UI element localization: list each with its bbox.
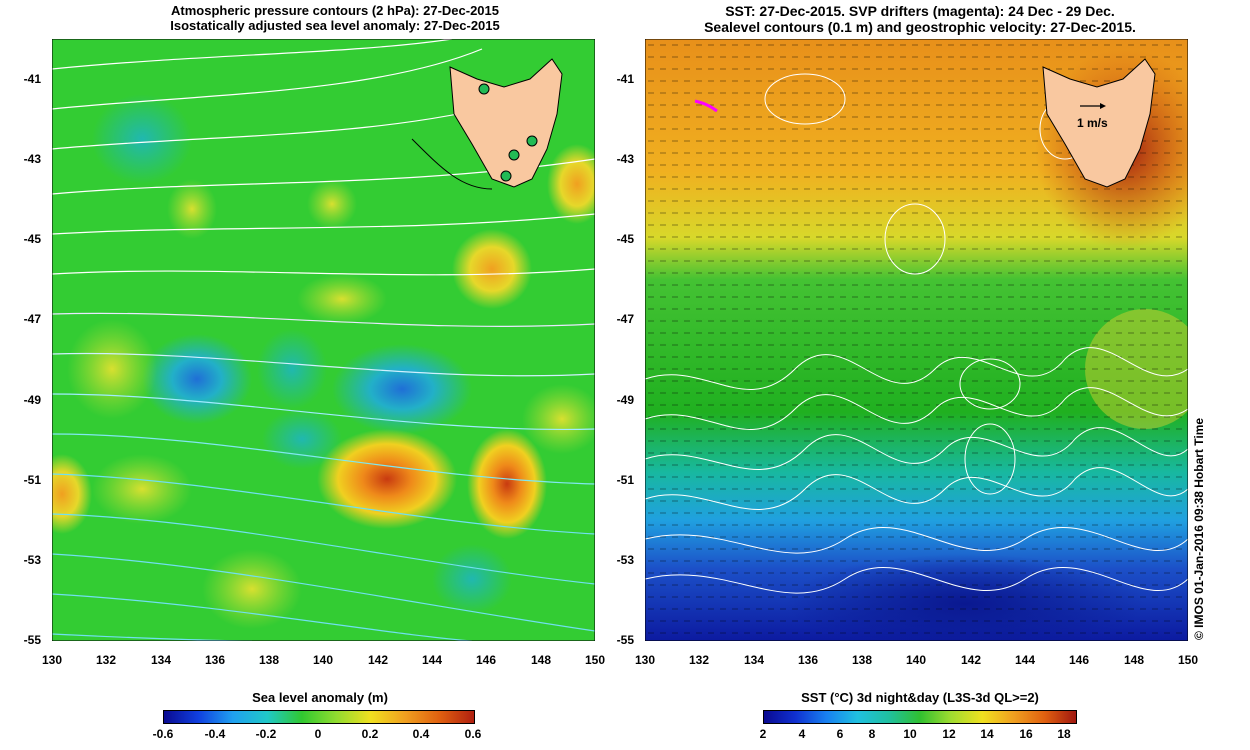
y-tick-label: -53 <box>23 553 41 567</box>
x-tick-label: 140 <box>905 653 927 667</box>
x-tick-label: 142 <box>367 653 389 667</box>
sla-colorbar <box>163 710 475 724</box>
x-tick-label: 136 <box>204 653 226 667</box>
colorbar-tick: 6 <box>836 727 844 741</box>
x-tick-label: 150 <box>1177 653 1199 667</box>
y-tick-label: -43 <box>23 152 41 166</box>
y-tick-label: -47 <box>23 312 41 326</box>
colorbar-tick: 14 <box>980 727 994 741</box>
right-panel-title: SST: 27-Dec-2015. SVP drifters (magenta)… <box>620 3 1220 35</box>
sst-colorbar <box>763 710 1077 724</box>
colorbar-tick: -0.2 <box>255 727 277 741</box>
colorbar-tick: 4 <box>798 727 806 741</box>
x-tick-label: 134 <box>150 653 172 667</box>
tasmania-land <box>1042 58 1156 188</box>
y-tick-label: -43 <box>616 152 634 166</box>
right-title-line1: SST: 27-Dec-2015. SVP drifters (magenta)… <box>725 3 1115 19</box>
left-title-line1: Atmospheric pressure contours (2 hPa): 2… <box>171 3 499 18</box>
x-tick-label: 138 <box>851 653 873 667</box>
colorbar-tick: -0.6 <box>152 727 174 741</box>
colorbar-tick: 2 <box>759 727 767 741</box>
colorbar-tick: 0.4 <box>412 727 430 741</box>
pressure-contours <box>52 39 595 641</box>
sealevel-contours <box>645 73 1188 594</box>
x-tick-label: 148 <box>1123 653 1145 667</box>
x-tick-label: 146 <box>1068 653 1090 667</box>
x-tick-label: 144 <box>421 653 443 667</box>
x-tick-label: 136 <box>797 653 819 667</box>
colorbar-tick: 16 <box>1019 727 1033 741</box>
drifter-track <box>694 99 718 113</box>
y-tick-label: -55 <box>616 633 634 647</box>
imos-credit: © IMOS 01-Jan-2016 09:38 Hobart Time <box>1192 417 1206 640</box>
right-colorbar-title: SST (°C) 3d night&day (L3S-3d QL>=2) <box>801 690 1039 705</box>
tide-gauge-marker <box>508 149 520 161</box>
x-tick-label: 130 <box>41 653 63 667</box>
colorbar-tick: 12 <box>942 727 956 741</box>
y-tick-label: -47 <box>616 312 634 326</box>
x-tick-label: 140 <box>312 653 334 667</box>
x-tick-label: 146 <box>475 653 497 667</box>
y-tick-label: -45 <box>23 232 41 246</box>
y-tick-label: -41 <box>23 72 41 86</box>
y-tick-label: -41 <box>616 72 634 86</box>
colorbar-tick: 0.6 <box>464 727 482 741</box>
y-tick-label: -55 <box>23 633 41 647</box>
velocity-scale-label: 1 m/s <box>1077 116 1108 130</box>
sla-anomaly-field <box>52 94 595 629</box>
colorbar-tick: 8 <box>868 727 876 741</box>
y-tick-label: -51 <box>616 473 634 487</box>
colorbar-tick: 0.2 <box>361 727 379 741</box>
x-tick-label: 134 <box>743 653 765 667</box>
x-tick-label: 144 <box>1014 653 1036 667</box>
x-tick-label: 138 <box>258 653 280 667</box>
y-tick-label: -53 <box>616 553 634 567</box>
colorbar-tick: 10 <box>903 727 917 741</box>
tasmania-land <box>449 58 563 188</box>
tide-gauge-marker <box>500 170 512 182</box>
left-panel-title: Atmospheric pressure contours (2 hPa): 2… <box>120 3 550 33</box>
y-tick-label: -51 <box>23 473 41 487</box>
tide-gauge-marker <box>526 135 538 147</box>
x-tick-label: 150 <box>584 653 606 667</box>
colorbar-tick: 18 <box>1057 727 1071 741</box>
colorbar-tick: -0.4 <box>204 727 226 741</box>
y-tick-label: -45 <box>616 232 634 246</box>
tide-gauge-marker <box>478 83 490 95</box>
x-tick-label: 132 <box>688 653 710 667</box>
x-tick-label: 132 <box>95 653 117 667</box>
left-colorbar-title: Sea level anomaly (m) <box>252 690 388 705</box>
sea-level-anomaly-map <box>52 39 595 641</box>
colorbar-tick: 0 <box>314 727 322 741</box>
y-tick-label: -49 <box>616 393 634 407</box>
sst-map <box>645 39 1188 641</box>
x-tick-label: 148 <box>530 653 552 667</box>
left-title-line2: Isostatically adjusted sea level anomaly… <box>170 18 500 33</box>
right-title-line2: Sealevel contours (0.1 m) and geostrophi… <box>704 19 1136 35</box>
x-tick-label: 142 <box>960 653 982 667</box>
y-tick-label: -49 <box>23 393 41 407</box>
x-tick-label: 130 <box>634 653 656 667</box>
